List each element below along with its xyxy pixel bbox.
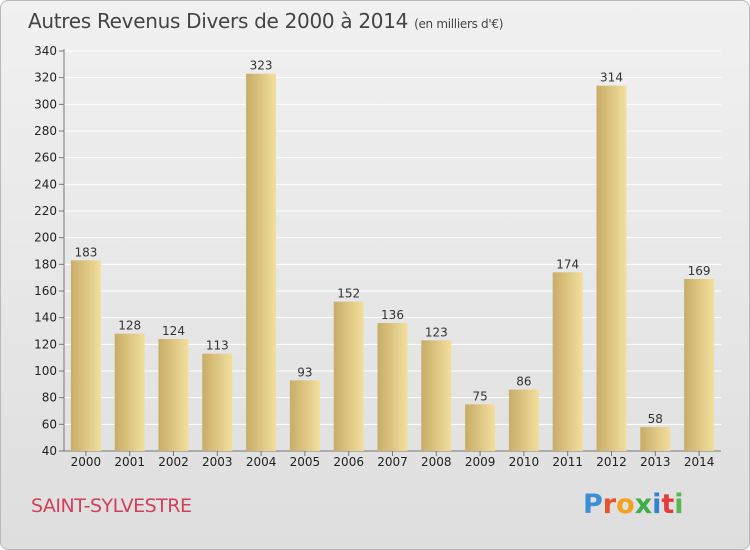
labels: 2000 183 2001 128 2002 124 2003 113 2004 323 2005 9… xyxy=(71,59,715,469)
y-tick-label: 180 xyxy=(34,257,57,271)
logo-letter: i xyxy=(652,489,662,520)
x-tick-label-2010: 2010 xyxy=(509,455,540,469)
x-tick-label-2000: 2000 xyxy=(71,455,102,469)
bar-2009 xyxy=(465,404,496,451)
x-tick-label-2009: 2009 xyxy=(465,455,496,469)
logo-letter: i xyxy=(674,489,684,520)
bar-2003 xyxy=(202,353,233,451)
data-label-2011: 174 xyxy=(556,257,579,271)
bar-2013 xyxy=(640,427,671,451)
bar-2007 xyxy=(377,323,408,451)
x-tick-label-2006: 2006 xyxy=(333,455,364,469)
y-tick-label: 60 xyxy=(42,417,57,431)
x-tick-label-2008: 2008 xyxy=(421,455,452,469)
x-tick-label-2004: 2004 xyxy=(246,455,277,469)
y-tick-label: 340 xyxy=(34,44,57,58)
y-tick-label: 140 xyxy=(34,311,57,325)
data-label-2013: 58 xyxy=(648,412,663,426)
bar-2012 xyxy=(596,85,627,452)
data-label-2014: 169 xyxy=(688,264,711,278)
x-tick-label-2003: 2003 xyxy=(202,455,233,469)
data-label-2012: 314 xyxy=(600,71,623,85)
data-label-2002: 124 xyxy=(162,324,185,338)
y-tick-label: 260 xyxy=(34,151,57,165)
y-tick-label: 80 xyxy=(42,391,57,405)
logo-letter: P xyxy=(583,489,603,520)
y-tick-label: 200 xyxy=(34,231,57,245)
y-tick-label: 300 xyxy=(34,97,57,111)
bar-2005 xyxy=(289,380,320,451)
y-tick-label: 120 xyxy=(34,337,57,351)
logo-letter: r xyxy=(602,489,617,520)
data-label-2007: 136 xyxy=(381,308,404,322)
y-tick-label: 280 xyxy=(34,124,57,138)
bar-2011 xyxy=(552,272,583,451)
x-tick-label-2013: 2013 xyxy=(640,455,671,469)
data-label-2003: 113 xyxy=(206,339,229,353)
x-tick-label-2007: 2007 xyxy=(377,455,408,469)
y-tick-label: 40 xyxy=(42,444,57,458)
bar-2006 xyxy=(333,301,364,451)
x-tick-label-2001: 2001 xyxy=(114,455,145,469)
x-tick-label-2012: 2012 xyxy=(596,455,627,469)
chart-unit-note: (en milliers d'€) xyxy=(414,17,504,31)
data-label-2008: 123 xyxy=(425,325,448,339)
bars xyxy=(70,73,715,452)
data-label-2004: 323 xyxy=(250,59,273,73)
bar-2010 xyxy=(508,389,539,451)
y-tick-label: 220 xyxy=(34,204,57,218)
y-tick-label: 160 xyxy=(34,284,57,298)
y-tick-label: 100 xyxy=(34,364,57,378)
logo-letter: x xyxy=(634,489,653,520)
logo-letter: t xyxy=(661,489,675,520)
x-tick-label-2014: 2014 xyxy=(684,455,715,469)
town-name: SAINT-SYLVESTRE xyxy=(31,495,192,517)
x-tick-label-2005: 2005 xyxy=(290,455,321,469)
data-label-2010: 86 xyxy=(516,375,531,389)
y-tick-label: 320 xyxy=(34,71,57,85)
data-label-2006: 152 xyxy=(337,287,360,301)
x-tick-label-2002: 2002 xyxy=(158,455,189,469)
bar-2002 xyxy=(158,339,189,451)
y-tick-label: 240 xyxy=(34,177,57,191)
data-label-2001: 128 xyxy=(118,319,141,333)
chart-title: Autres Revenus Divers de 2000 à 2014 (en … xyxy=(28,9,503,33)
bar-2008 xyxy=(421,340,452,451)
bar-2014 xyxy=(684,279,715,451)
bar-2000 xyxy=(70,260,101,451)
bar-2001 xyxy=(114,333,145,451)
data-label-2005: 93 xyxy=(297,365,312,379)
x-tick-label-2011: 2011 xyxy=(552,455,583,469)
chart-title-text: Autres Revenus Divers de 2000 à 2014 xyxy=(28,9,409,33)
logo-letter: o xyxy=(616,489,635,520)
data-label-2000: 183 xyxy=(74,245,97,259)
bar-2004 xyxy=(246,73,277,452)
data-label-2009: 75 xyxy=(472,389,487,403)
proxiti-logo[interactable]: Proxiti xyxy=(583,489,684,520)
